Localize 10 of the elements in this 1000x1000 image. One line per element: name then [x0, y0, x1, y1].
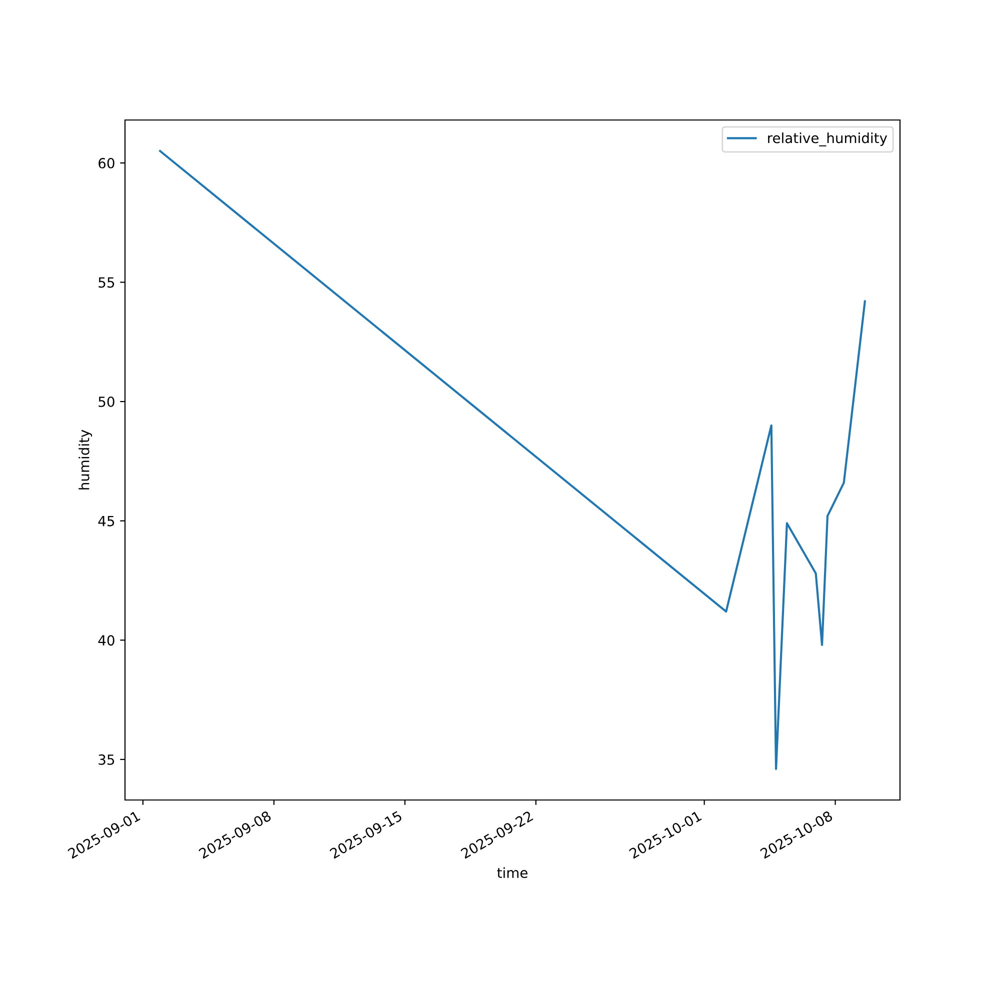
y-tick-label: 60 [98, 158, 114, 168]
x-axis-title: time [497, 867, 528, 878]
y-axis-title: humidity [78, 430, 92, 490]
y-tick-label: 50 [98, 396, 114, 408]
y-tick-label: 45 [98, 516, 114, 526]
y-tick-label: 55 [98, 277, 114, 288]
y-tick-label: 40 [98, 635, 114, 646]
y-tick-label: 35 [98, 754, 114, 765]
legend-label: relative_humidity [768, 132, 888, 146]
line-series [159, 150, 866, 770]
